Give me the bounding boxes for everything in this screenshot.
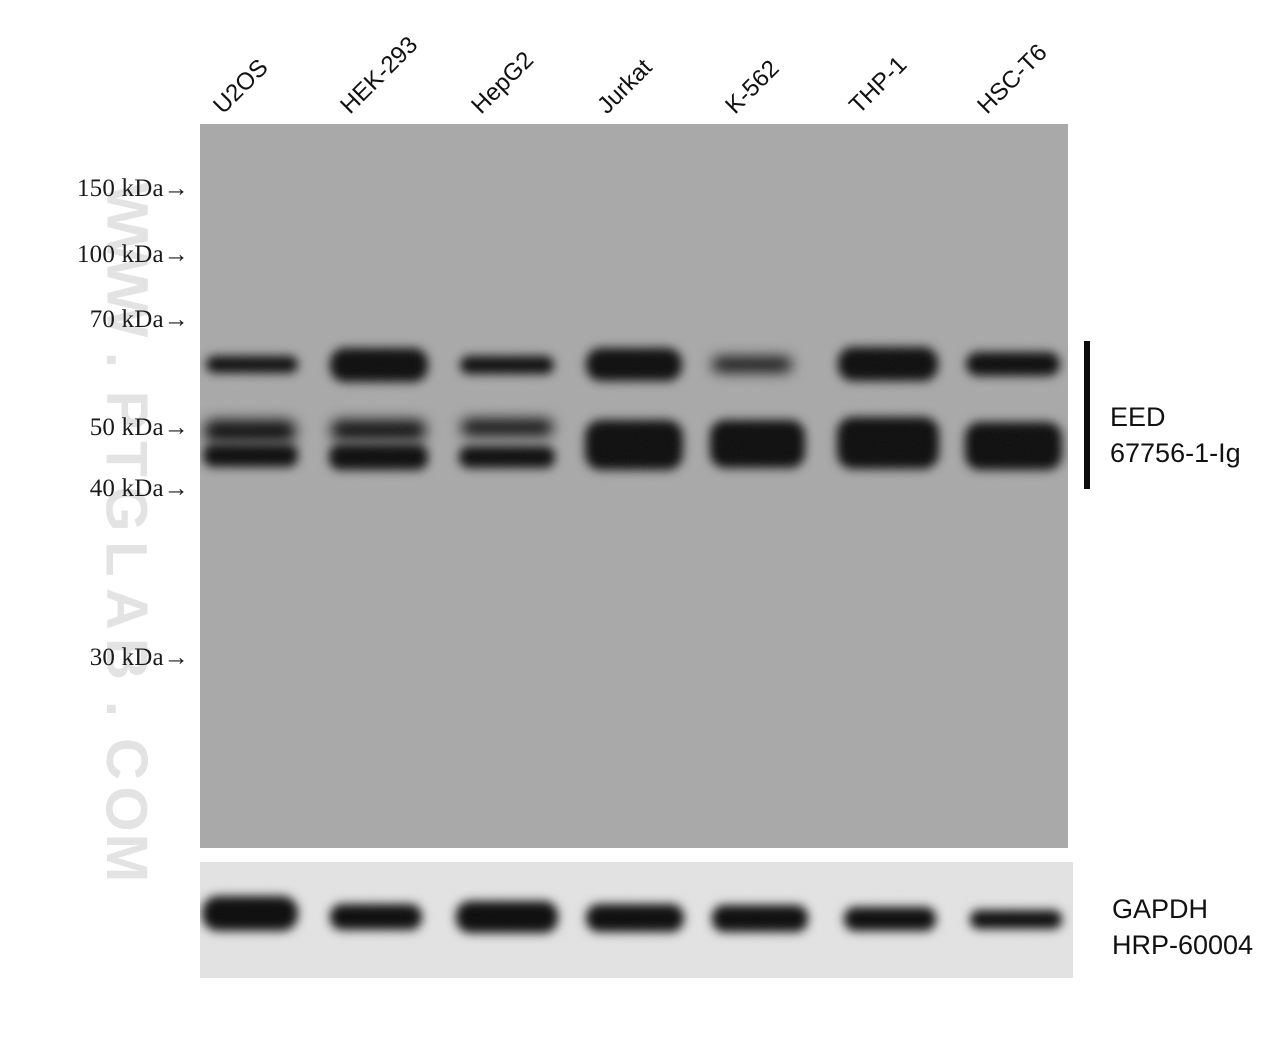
- mw-marker-50: 50 kDa→: [89, 414, 189, 441]
- band-hek293-60: [330, 348, 428, 382]
- band-gapdh-jurkat: [586, 904, 684, 932]
- band-k562-60: [712, 357, 792, 372]
- watermark-char: T: [93, 441, 159, 478]
- band-hepg2-43: [459, 446, 555, 468]
- mw-marker-150: 150 kDa→: [76, 175, 189, 202]
- mw-marker-100: 100 kDa→: [76, 241, 189, 268]
- lane-header-row: U2OS HEK-293 HepG2 Jurkat K-562 THP-1 HS…: [0, 0, 1281, 124]
- eed-blot-panel: [200, 124, 1068, 848]
- watermark-char: .: [93, 351, 159, 368]
- lane-label-hsct6: HSC-T6: [972, 38, 1053, 120]
- band-hek293-43: [329, 444, 428, 470]
- band-gapdh-k562: [712, 905, 808, 932]
- lane-label-k562: K-562: [720, 54, 785, 120]
- band-u2os-47: [204, 420, 296, 442]
- watermark-char: M: [93, 834, 159, 883]
- band-jurkat-60: [586, 348, 682, 381]
- watermark-char: A: [93, 587, 159, 630]
- band-gapdh-hepg2: [456, 901, 558, 933]
- band-hsct6-45: [965, 422, 1062, 470]
- film-grain-main: [200, 124, 1068, 848]
- band-u2os-60: [206, 356, 298, 373]
- gapdh-blot-panel: [200, 862, 1073, 978]
- eed-catalog-label: 67756-1-Ig: [1110, 437, 1241, 468]
- band-jurkat-45: [585, 420, 683, 470]
- band-thp1-45: [837, 417, 939, 469]
- eed-bracket-line: [1084, 341, 1090, 489]
- gapdh-catalog-label: HRP-60004: [1112, 929, 1254, 960]
- band-gapdh-thp1: [844, 907, 936, 931]
- lane-label-hek293: HEK-293: [335, 31, 424, 120]
- eed-target-label: EED: [1110, 402, 1166, 432]
- lane-label-thp1: THP-1: [844, 51, 913, 120]
- band-thp1-60: [838, 347, 938, 381]
- band-hek293-47: [331, 420, 426, 440]
- band-hsct6-60: [966, 352, 1060, 376]
- band-hepg2-60: [460, 356, 554, 374]
- band-k562-45: [710, 420, 805, 468]
- mw-marker-70: 70 kDa→: [89, 306, 189, 333]
- band-gapdh-hsct6: [970, 910, 1062, 929]
- lane-label-jurkat: Jurkat: [592, 53, 658, 120]
- watermark-char: L: [93, 541, 159, 577]
- lane-label-u2os: U2OS: [208, 53, 274, 120]
- watermark-char: C: [93, 737, 159, 780]
- watermark-char: O: [93, 785, 159, 831]
- mw-marker-30: 30 kDa→: [89, 644, 189, 671]
- gapdh-target-label: GAPDH: [1112, 894, 1209, 924]
- gapdh-annotation: GAPDH HRP-60004: [1112, 892, 1253, 963]
- eed-annotation: EED 67756-1-Ig: [1110, 400, 1241, 471]
- watermark-char: .: [93, 700, 159, 717]
- lane-label-hepg2: HepG2: [466, 46, 540, 120]
- mw-marker-40: 40 kDa→: [89, 475, 189, 502]
- band-hepg2-47: [461, 419, 553, 436]
- band-gapdh-hek293: [330, 904, 422, 930]
- band-gapdh-u2os: [202, 896, 298, 931]
- band-u2os-43: [203, 444, 298, 467]
